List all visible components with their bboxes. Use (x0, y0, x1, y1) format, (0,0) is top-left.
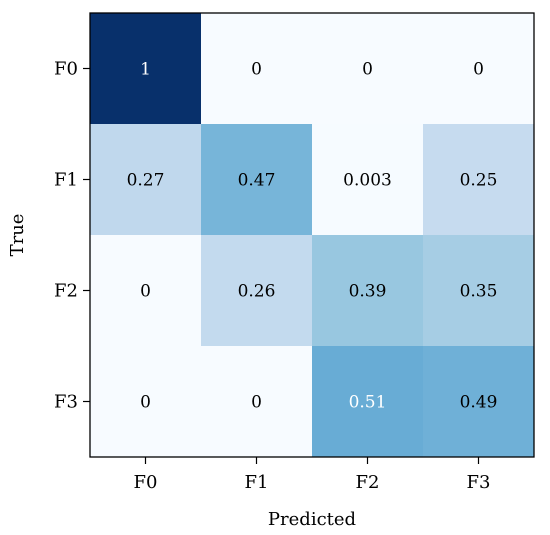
x-tick-label-1: F1 (245, 472, 269, 493)
x-tick-label-3: F3 (467, 472, 491, 493)
cell-value-label-r3-c1: 0 (251, 393, 262, 413)
y-tick-label-0: F0 (54, 59, 78, 80)
heatmap-cell-r2-c3 (423, 235, 535, 347)
heatmap-cell-r0-c2 (312, 13, 424, 125)
heatmap-cell-r2-c2 (312, 235, 424, 347)
cell-value-label-r2-c1: 0.26 (238, 282, 276, 302)
heatmap-cell-r1-c2 (312, 124, 424, 236)
cell-value-label-r1-c1: 0.47 (238, 171, 276, 191)
cell-value-label-r0-c2: 0 (362, 60, 373, 80)
x-tick-label-0: F0 (134, 472, 158, 493)
heatmap-cell-r2-c1 (201, 235, 313, 347)
cell-value-label-r1-c0: 0.27 (127, 171, 165, 191)
y-tick-label-1: F1 (54, 170, 78, 191)
cell-value-label-r0-c3: 0 (473, 60, 484, 80)
cell-value-label-r0-c0: 1 (140, 60, 151, 80)
x-tick-label-2: F2 (356, 472, 380, 493)
heatmap-cell-r1-c3 (423, 124, 535, 236)
cell-value-label-r2-c3: 0.35 (460, 282, 498, 302)
cell-value-label-r1-c2: 0.003 (343, 171, 392, 191)
y-tick-label-2: F2 (54, 281, 78, 302)
heatmap-cell-r0-c1 (201, 13, 313, 125)
heatmap-cell-r1-c0 (90, 124, 202, 236)
heatmap-cell-r1-c1 (201, 124, 313, 236)
heatmap-cells: 1 0 0 0 0.27 0.47 0.003 0.25 0 0.26 0.39 0.35 0 0 0.51… (90, 13, 535, 458)
heatmap-cell-r0-c0 (90, 13, 202, 125)
plot-frame (89, 12, 535, 458)
heatmap-cell-r3-c2 (312, 346, 424, 458)
heatmap-cell-r0-c3 (423, 13, 535, 125)
cell-value-label-r3-c0: 0 (140, 393, 151, 413)
x-axis-label: Predicted (268, 509, 356, 530)
x-axis-ticks: F0 F1 F2 F3 (134, 457, 491, 493)
cell-value-label-r0-c1: 0 (251, 60, 262, 80)
cell-value-label-r3-c2: 0.51 (349, 393, 387, 413)
y-axis-label: True (7, 214, 28, 257)
cell-value-label-r2-c0: 0 (140, 282, 151, 302)
cell-value-label-r2-c2: 0.39 (349, 282, 387, 302)
y-tick-label-3: F3 (54, 392, 78, 413)
heatmap-cell-r3-c0 (90, 346, 202, 458)
heatmap-cell-r3-c3 (423, 346, 535, 458)
cell-value-label-r1-c3: 0.25 (460, 171, 498, 191)
y-axis-ticks: F0 F1 F2 F3 (54, 59, 90, 413)
heatmap-cell-r2-c0 (90, 235, 202, 347)
cell-value-label-r3-c3: 0.49 (460, 393, 498, 413)
heatmap-cell-r3-c1 (201, 346, 313, 458)
